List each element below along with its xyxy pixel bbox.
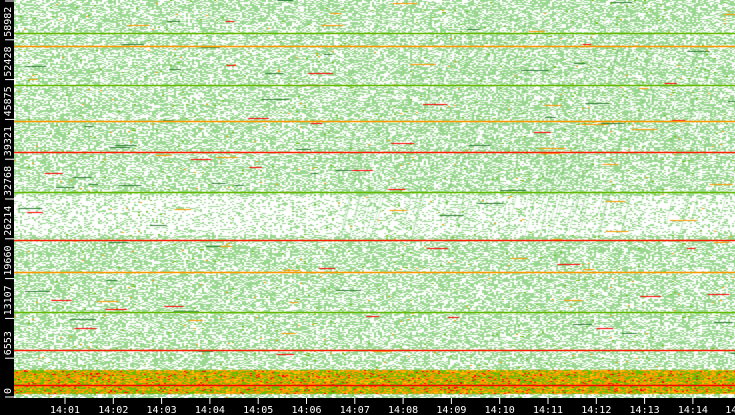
y-tick-label: 58982 — [3, 7, 14, 37]
plot-area — [14, 0, 735, 398]
x-tick-label: 14:04 — [195, 405, 225, 415]
x-tick-label: 14:08 — [388, 405, 418, 415]
y-tick-label: 45875 — [3, 86, 14, 116]
y-tick-label: 39321 — [3, 126, 14, 156]
x-tick-label: 14:07 — [340, 405, 370, 415]
x-tick-label: 14:10 — [485, 405, 515, 415]
x-tick-label: 14: — [725, 405, 735, 415]
x-tick-label: 14:01 — [50, 405, 80, 415]
y-tick-label: 26214 — [3, 206, 14, 236]
y-tick-label: 6553 — [3, 331, 14, 355]
x-tick-label: 14:11 — [533, 405, 563, 415]
x-tick-label: 14:12 — [581, 405, 611, 415]
x-tick-label: 14:14 — [678, 405, 708, 415]
x-tick-label: 14:13 — [630, 405, 660, 415]
y-tick-label: 32768 — [3, 166, 14, 196]
y-tick-label: 52428 — [3, 46, 14, 76]
y-tick-label: 13107 — [3, 285, 14, 315]
x-tick-label: 14:03 — [147, 405, 177, 415]
x-tick-label: 14:02 — [98, 405, 128, 415]
x-tick-label: 14:05 — [243, 405, 273, 415]
y-tick-label: 19660 — [3, 245, 14, 275]
y-tick-label: 0 — [3, 388, 14, 394]
x-tick-label: 14:09 — [436, 405, 466, 415]
x-tick-label: 14:06 — [291, 405, 321, 415]
